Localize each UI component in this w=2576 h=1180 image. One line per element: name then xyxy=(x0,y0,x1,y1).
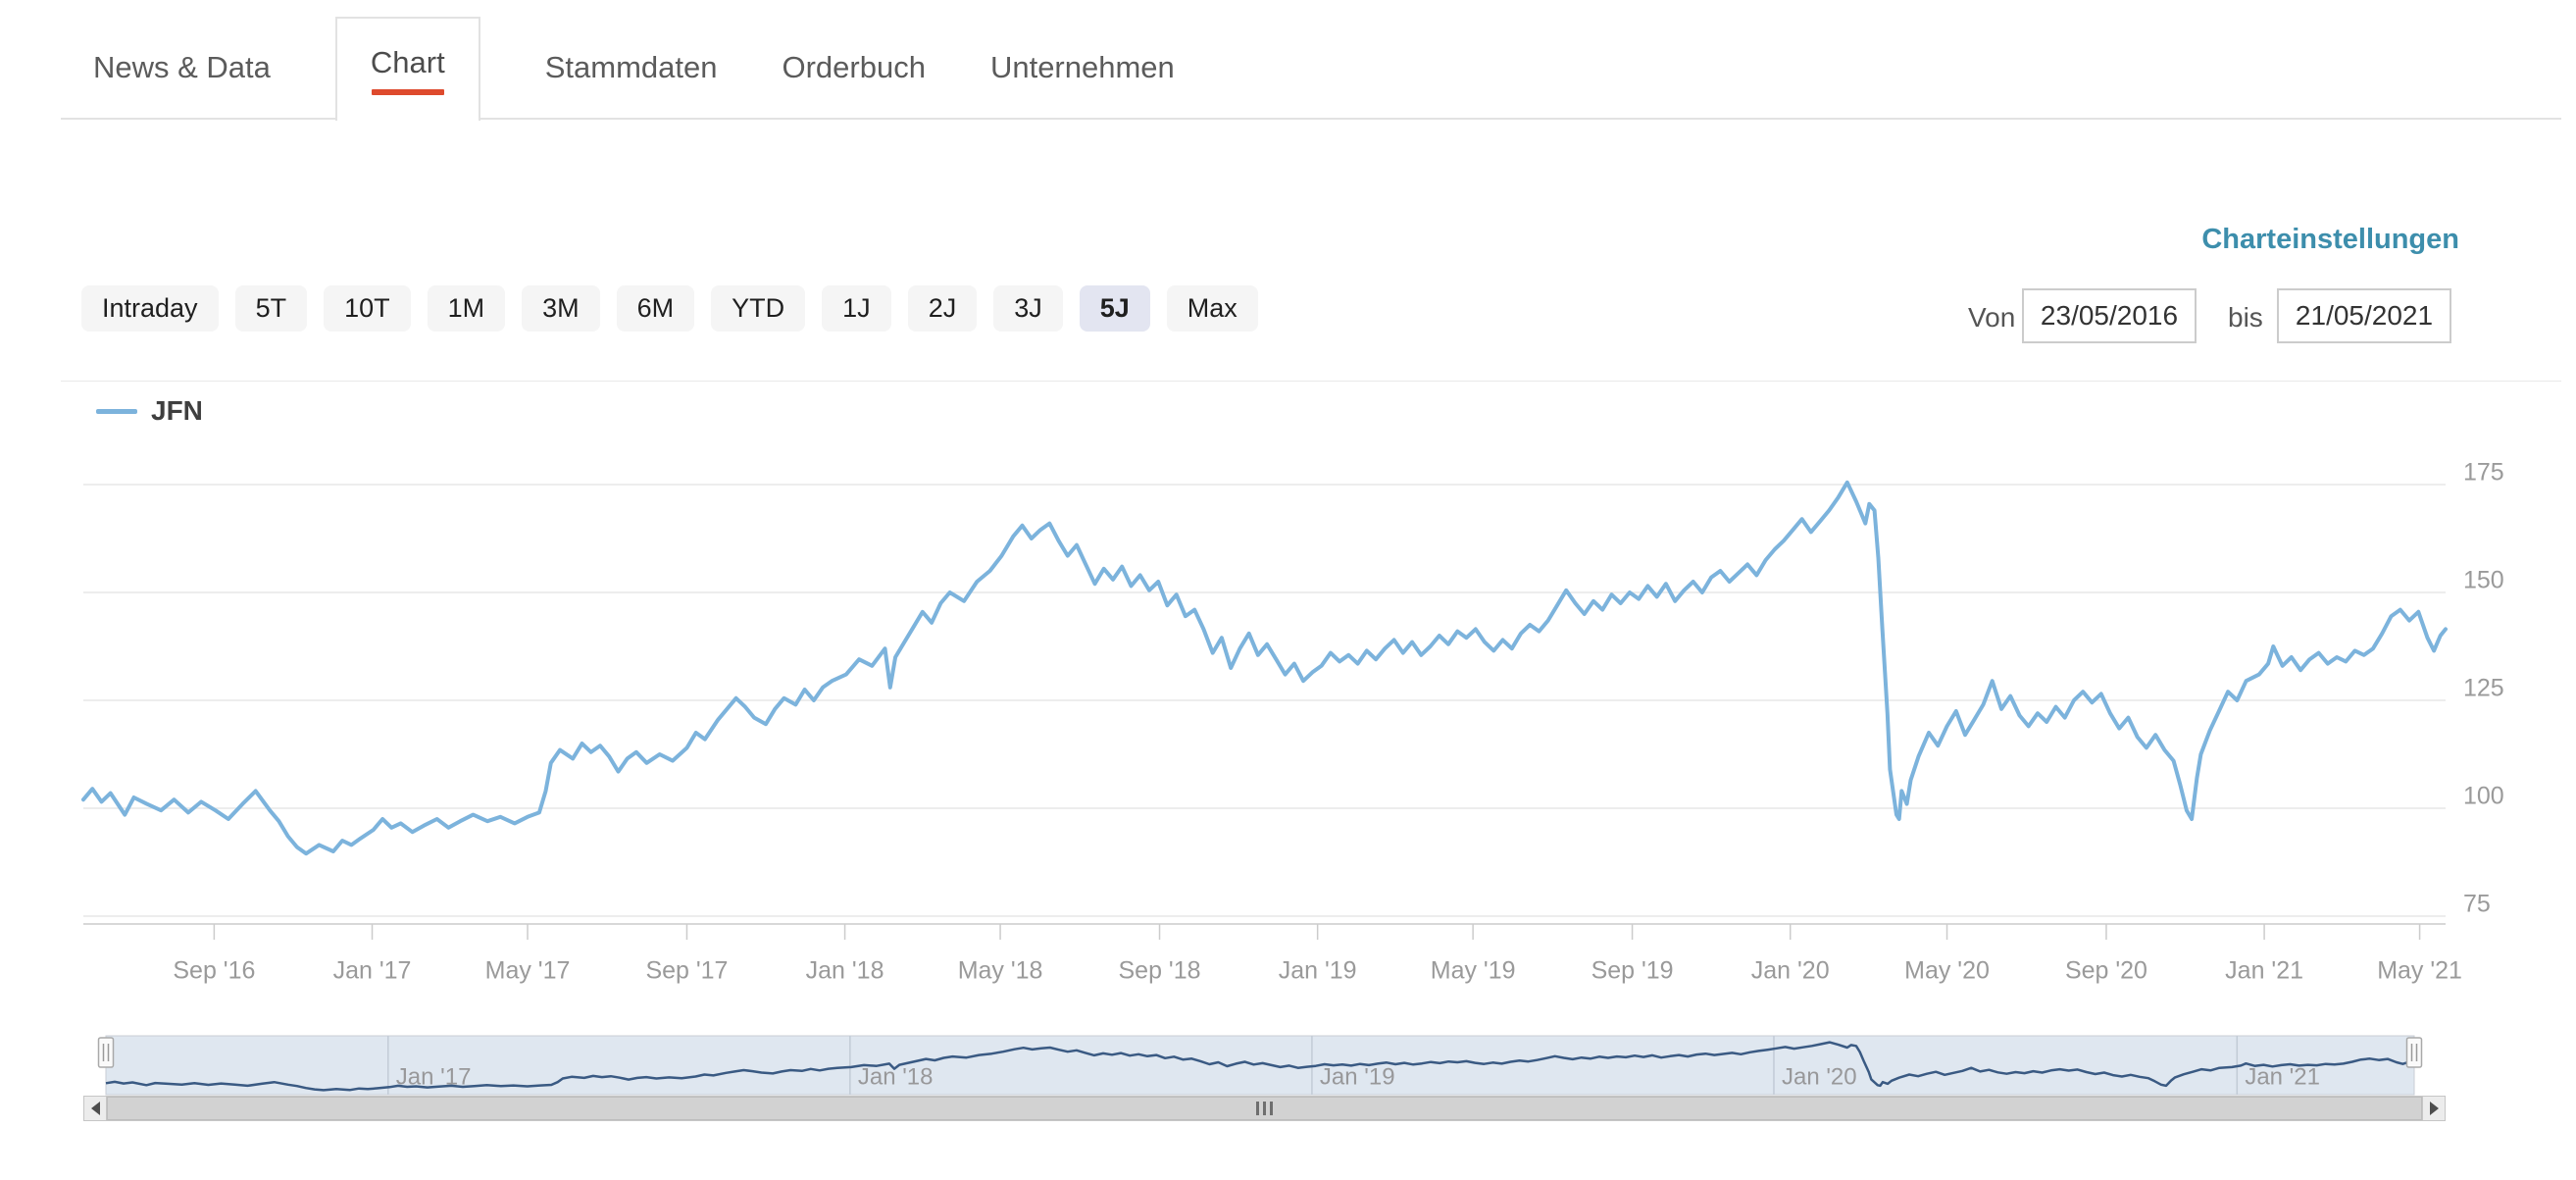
range-button-max[interactable]: Max xyxy=(1166,285,1258,332)
y-axis-label-100: 100 xyxy=(2463,783,2504,810)
scrollbar-thumb[interactable] xyxy=(107,1097,2422,1120)
scrollbar-right-arrow-button[interactable] xyxy=(2422,1096,2446,1121)
navigator-label: Jan '19 xyxy=(1320,1063,1395,1090)
range-button-5t[interactable]: 5T xyxy=(234,285,308,332)
x-axis-label: May '20 xyxy=(1904,957,1990,985)
active-tab-underline xyxy=(371,88,444,95)
x-axis-label: Sep '20 xyxy=(2065,957,2147,985)
x-axis-label: Sep '17 xyxy=(645,957,728,985)
scrollbar-track[interactable] xyxy=(107,1096,2422,1121)
legend-line-swatch xyxy=(96,408,137,414)
date-to-input[interactable] xyxy=(2277,288,2451,343)
x-axis-label: Jan '17 xyxy=(333,957,412,985)
navigator-label: Jan '20 xyxy=(1782,1063,1857,1090)
arrow-left-icon xyxy=(90,1102,100,1115)
scrollbar-left-arrow-button[interactable] xyxy=(83,1096,107,1121)
tab-chart-label: Chart xyxy=(370,44,445,79)
chart-scrollbar xyxy=(83,1096,2446,1121)
tab-bar: News & Data Chart Stammdaten Orderbuch U… xyxy=(61,17,2561,121)
tab-stammdaten[interactable]: Stammdaten xyxy=(544,50,718,84)
x-axis-label: Jan '19 xyxy=(1279,957,1357,985)
range-button-10t[interactable]: 10T xyxy=(324,285,411,332)
x-axis-label: May '18 xyxy=(958,957,1043,985)
navigator-right-handle[interactable] xyxy=(2405,1037,2423,1068)
range-button-6m[interactable]: 6M xyxy=(616,285,695,332)
y-axis-label-150: 150 xyxy=(2463,567,2504,594)
range-button-5j[interactable]: 5J xyxy=(1079,285,1150,332)
chart-top-divider xyxy=(61,381,2561,382)
grip-icon xyxy=(1263,1102,1266,1115)
price-line-series xyxy=(81,480,2448,856)
x-axis-label: Jan '21 xyxy=(2225,957,2303,985)
tab-unternehmen[interactable]: Unternehmen xyxy=(989,50,1175,84)
chart-navigator[interactable]: Jan '17 Jan '18 Jan '19 Jan '20 Jan '21 xyxy=(0,1030,2576,1101)
x-axis-label: Sep '19 xyxy=(1591,957,1674,985)
date-from-input[interactable] xyxy=(2022,288,2197,343)
range-button-1m[interactable]: 1M xyxy=(427,285,506,332)
navigator-series-line xyxy=(105,1041,2415,1092)
x-axis-label: Jan '18 xyxy=(806,957,884,985)
tab-news-data[interactable]: News & Data xyxy=(93,50,271,84)
range-button-1j[interactable]: 1J xyxy=(822,285,891,332)
range-button-intraday[interactable]: Intraday xyxy=(81,285,219,332)
range-button-3m[interactable]: 3M xyxy=(522,285,600,332)
x-axis-label: Sep '18 xyxy=(1119,957,1201,985)
price-chart[interactable]: 75 100 125 150 175 Sep '16 Jan '17 May '17 Sep '… xyxy=(0,381,2576,994)
chart-legend[interactable]: JFN xyxy=(96,394,203,428)
tab-chart[interactable]: Chart xyxy=(334,17,480,121)
x-axis-label: May '19 xyxy=(1431,957,1516,985)
range-button-group: Intraday 5T 10T 1M 3M 6M YTD 1J 2J 3J 5J Max xyxy=(81,285,1258,332)
date-to-label: bis xyxy=(2228,302,2263,333)
legend-series-label: JFN xyxy=(151,395,203,426)
y-axis-label-75: 75 xyxy=(2463,891,2491,918)
y-axis-label-125: 125 xyxy=(2463,675,2504,702)
x-axis-label: May '17 xyxy=(485,957,571,985)
range-button-3j[interactable]: 3J xyxy=(993,285,1063,332)
navigator-label: Jan '21 xyxy=(2245,1063,2320,1090)
tab-orderbuch[interactable]: Orderbuch xyxy=(782,50,926,84)
arrow-right-icon xyxy=(2429,1102,2439,1115)
range-button-2j[interactable]: 2J xyxy=(907,285,978,332)
x-axis-label: Sep '16 xyxy=(173,957,255,985)
chart-settings-link[interactable]: Charteinstellungen xyxy=(2201,224,2459,255)
range-button-ytd[interactable]: YTD xyxy=(711,285,806,332)
grip-icon xyxy=(1270,1102,1273,1115)
y-axis-label-175: 175 xyxy=(2463,459,2504,487)
date-from-label: Von xyxy=(1968,302,2016,333)
x-axis-label: Jan '20 xyxy=(1751,957,1830,985)
navigator-left-handle[interactable] xyxy=(97,1037,115,1068)
grip-icon xyxy=(1256,1102,1259,1115)
x-axis-label: May '21 xyxy=(2377,957,2462,985)
